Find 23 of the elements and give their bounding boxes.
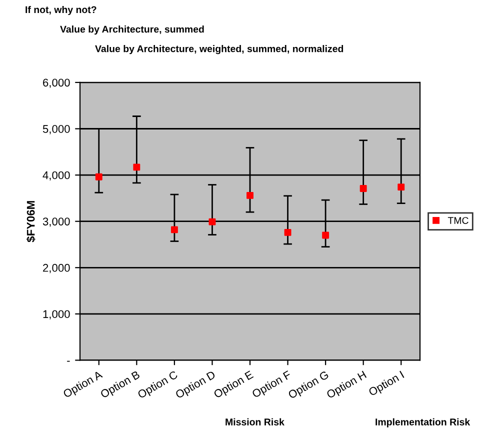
point	[170, 226, 178, 234]
point	[133, 164, 140, 171]
point	[322, 232, 330, 239]
point	[284, 228, 292, 236]
text: Value by Architecture, weighted, summed, normalized	[95, 45, 344, 54]
point	[95, 173, 102, 180]
y-tick-label: 1,000	[43, 310, 70, 320]
y-tick-label: 5,000	[42, 125, 70, 134]
y-tick-label: 2,000	[43, 264, 70, 274]
text: If not, why not?	[26, 6, 96, 16]
point	[208, 218, 216, 226]
text: Implementation Risk	[376, 418, 470, 428]
y-tick-label: -	[67, 360, 70, 362]
text: Value by Architecture, summed	[60, 26, 204, 35]
text: Mission Risk	[226, 418, 284, 426]
point	[398, 184, 405, 191]
y-axis-title: $FY06M	[26, 201, 36, 242]
y-tick-label: 3,000	[42, 218, 70, 227]
point	[246, 192, 254, 199]
point	[360, 185, 367, 192]
legend-label: TMC	[448, 217, 468, 224]
y-tick-label: 4,000	[42, 171, 70, 180]
y-tick-label: 6,000	[43, 78, 70, 88]
